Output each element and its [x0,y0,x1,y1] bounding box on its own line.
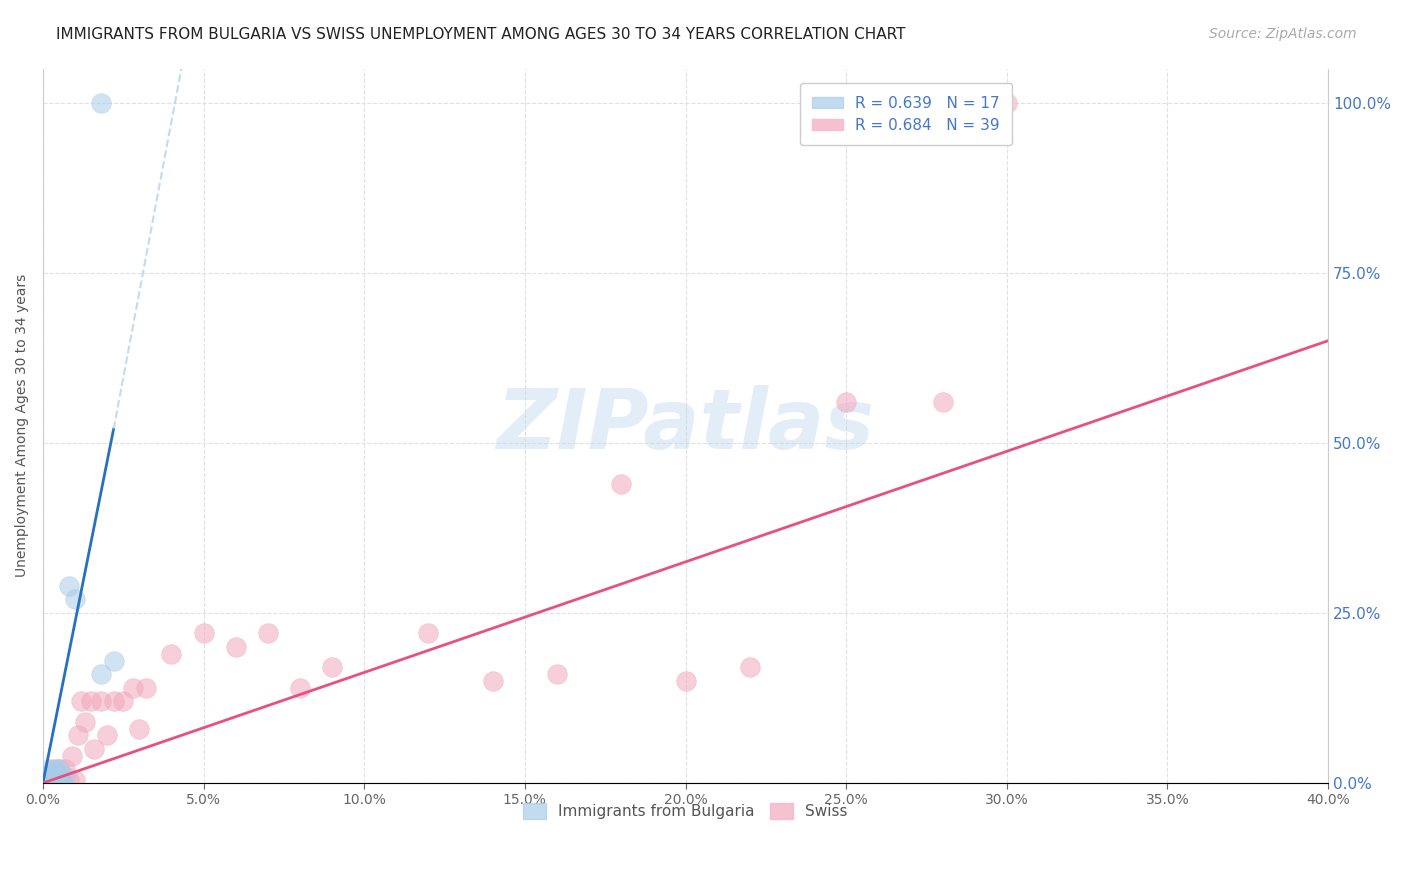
Text: IMMIGRANTS FROM BULGARIA VS SWISS UNEMPLOYMENT AMONG AGES 30 TO 34 YEARS CORRELA: IMMIGRANTS FROM BULGARIA VS SWISS UNEMPL… [56,27,905,42]
Point [37,769,59,783]
Point [995,95,1018,110]
Point [112,694,135,708]
Point [96,728,118,742]
Point [738,660,761,674]
Point [90,95,112,110]
Point [835,395,858,409]
Point [63,772,86,787]
Point [58,772,80,787]
Point [90,667,112,681]
Point [35,772,58,787]
Point [610,476,633,491]
Point [58,579,80,593]
Y-axis label: Unemployment Among Ages 30 to 34 years: Unemployment Among Ages 30 to 34 years [15,274,30,577]
Point [128,722,150,736]
Point [103,694,125,708]
Point [48,772,70,787]
Point [546,667,568,681]
Point [70,694,93,708]
Point [35,772,58,787]
Point [45,772,67,787]
Point [51,772,73,787]
Point [41,772,63,787]
Point [60,748,83,763]
Point [45,763,67,777]
Point [675,673,697,688]
Point [51,772,73,787]
Point [41,763,63,777]
Point [55,769,77,783]
Point [48,763,70,777]
Point [121,681,143,695]
Point [418,626,440,640]
Point [38,769,60,783]
Point [83,742,105,756]
Point [225,640,247,654]
Point [38,763,60,777]
Point [90,694,112,708]
Point [193,626,215,640]
Point [288,681,311,695]
Point [80,694,103,708]
Point [45,772,67,787]
Point [160,647,183,661]
Point [67,728,90,742]
Point [256,626,278,640]
Text: ZIPatlas: ZIPatlas [496,385,875,467]
Point [135,681,157,695]
Point [63,592,86,607]
Point [55,763,77,777]
Point [38,772,60,787]
Point [481,673,503,688]
Text: Source: ZipAtlas.com: Source: ZipAtlas.com [1209,27,1357,41]
Point [931,395,953,409]
Point [73,714,96,729]
Point [48,763,70,777]
Point [48,772,70,787]
Point [41,765,63,780]
Point [103,654,125,668]
Legend: Immigrants from Bulgaria, Swiss: Immigrants from Bulgaria, Swiss [517,797,853,825]
Point [321,660,343,674]
Point [41,772,63,787]
